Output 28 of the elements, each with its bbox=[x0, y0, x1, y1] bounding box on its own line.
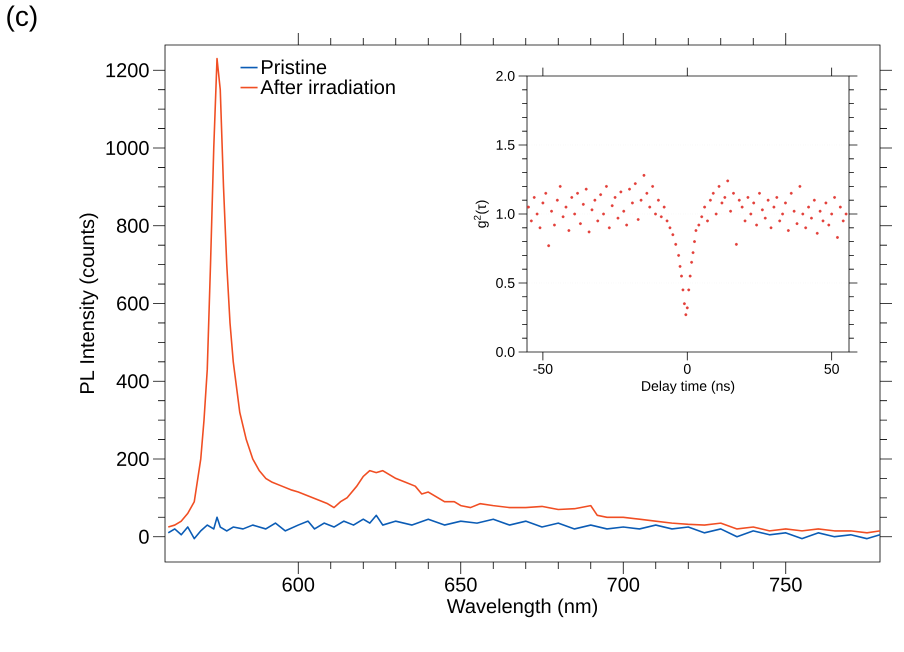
y-tick-label: 2.0 bbox=[496, 71, 515, 81]
x-tick-label: 700 bbox=[608, 578, 640, 592]
x-axis-title: Wavelength (nm) bbox=[446, 598, 598, 618]
y-tick-label: 0.0 bbox=[496, 347, 515, 357]
y-tick-label: 0.5 bbox=[496, 278, 514, 288]
x-tick-label: 650 bbox=[445, 578, 477, 592]
y-axis-title: PL Intensity (counts) bbox=[79, 214, 98, 393]
y-tick-label: 1.5 bbox=[496, 140, 514, 150]
y-tick-label: 600 bbox=[117, 296, 149, 311]
legend-label: Pristine bbox=[262, 60, 326, 74]
y-tick-label: 1.0 bbox=[496, 209, 515, 219]
y-tick-label: 0 bbox=[139, 530, 149, 544]
line-series bbox=[167, 58, 880, 534]
y-tick-label: 1200 bbox=[106, 63, 149, 78]
legend-label: After irradiation bbox=[260, 80, 395, 94]
x-axis-title: Delay time (ns) bbox=[642, 380, 734, 394]
text: (c) bbox=[7, 6, 36, 32]
line-series bbox=[167, 514, 880, 540]
y-tick-label: 800 bbox=[116, 218, 149, 233]
x-tick-label: -50 bbox=[533, 364, 552, 374]
x-tick-label: 50 bbox=[824, 364, 839, 374]
x-tick-label: 0 bbox=[684, 364, 691, 374]
x-tick-label: 600 bbox=[282, 578, 314, 592]
y-tick-label: 200 bbox=[117, 452, 149, 466]
y-tick-label: 1000 bbox=[106, 140, 149, 156]
y-tick-label: 400 bbox=[116, 374, 149, 388]
x-tick-label: 750 bbox=[770, 578, 802, 592]
y-axis-title: g$^{2}$(τ) bbox=[474, 200, 489, 228]
